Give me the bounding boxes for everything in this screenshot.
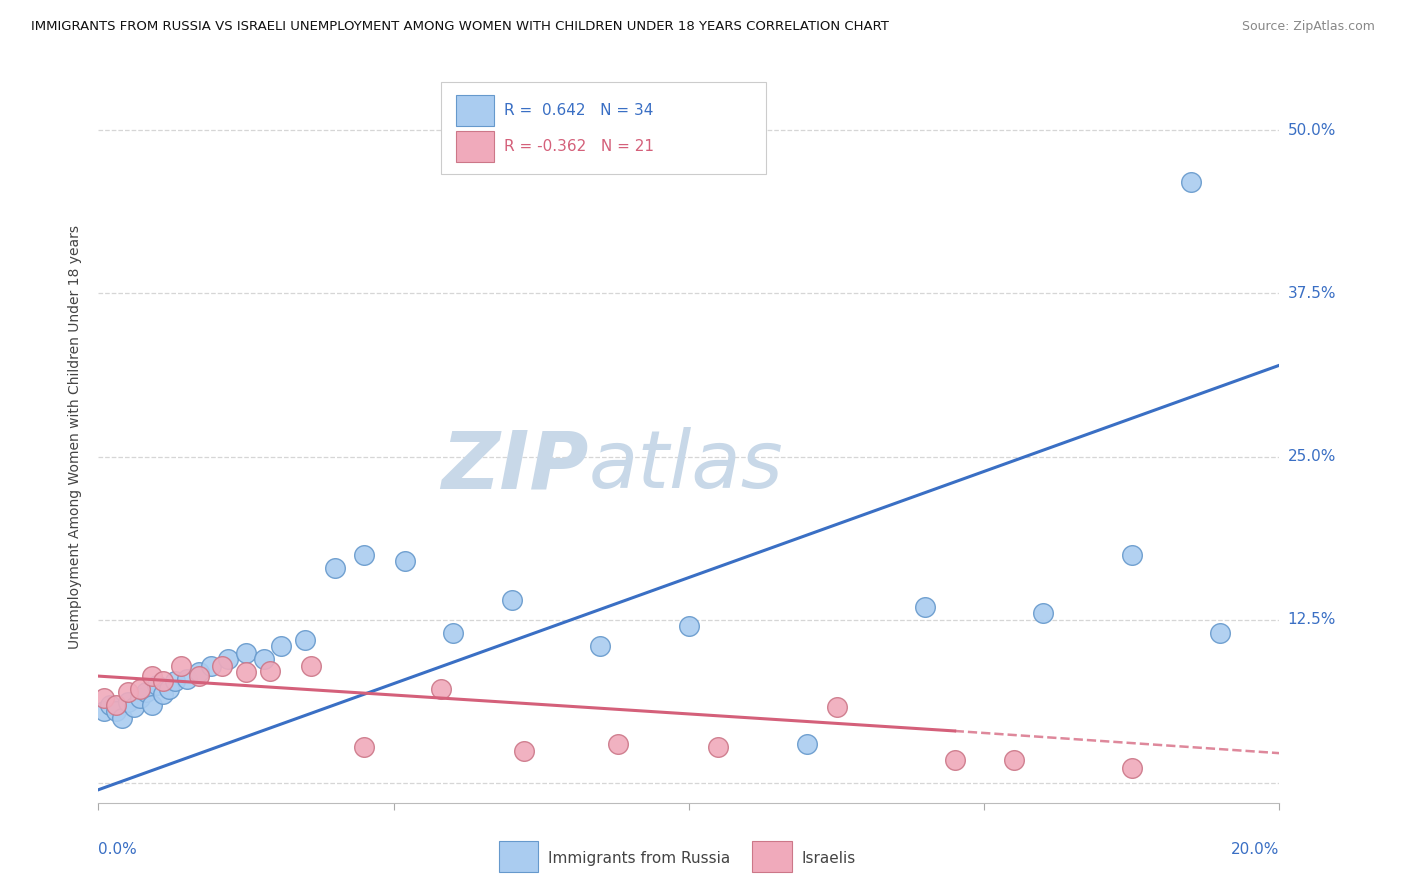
FancyBboxPatch shape (441, 82, 766, 174)
Point (678, 619, 700, 633)
Point (117, 685, 139, 699)
Point (1209, 626, 1232, 640)
Point (152, 674, 174, 689)
Point (141, 669, 163, 683)
Point (914, 599, 936, 614)
Point (122, 700, 145, 714)
Text: Israelis: Israelis (801, 851, 856, 865)
Point (111, 711, 134, 725)
Point (353, 739, 375, 754)
Text: atlas: atlas (589, 427, 783, 506)
Point (217, 652, 239, 666)
Point (93, 705, 115, 719)
Y-axis label: Unemployment Among Women with Children Under 18 years: Unemployment Among Women with Children U… (69, 225, 83, 649)
Point (394, 554, 416, 568)
Text: Source: ZipAtlas.com: Source: ZipAtlas.com (1241, 20, 1375, 33)
Text: 20.0%: 20.0% (1232, 842, 1279, 856)
Point (259, 664, 281, 678)
Text: 0.0%: 0.0% (98, 842, 138, 856)
Point (1180, 175, 1202, 189)
Text: R =  0.642   N = 34: R = 0.642 N = 34 (503, 103, 652, 119)
Point (323, 560, 346, 574)
Text: 12.5%: 12.5% (1288, 613, 1336, 627)
Point (294, 632, 316, 647)
Point (1121, 548, 1143, 562)
Point (157, 682, 180, 697)
Point (146, 678, 169, 692)
Point (105, 698, 128, 712)
Point (707, 739, 730, 754)
Point (187, 665, 209, 680)
Text: 50.0%: 50.0% (1288, 122, 1336, 137)
Point (128, 682, 150, 697)
Point (200, 658, 222, 673)
Point (98, 698, 121, 712)
Point (512, 743, 534, 757)
Bar (457, 95, 494, 126)
Point (187, 669, 209, 683)
Point (211, 658, 233, 673)
Point (117, 695, 139, 709)
Point (1032, 607, 1054, 621)
Point (170, 658, 193, 673)
Point (135, 685, 157, 699)
Point (1121, 760, 1143, 774)
Point (1002, 753, 1025, 767)
Text: 37.5%: 37.5% (1288, 286, 1336, 301)
Point (176, 672, 198, 686)
Point (430, 682, 453, 697)
Point (353, 548, 375, 562)
Point (235, 646, 257, 660)
Point (128, 691, 150, 706)
Bar (457, 131, 494, 162)
Text: R = -0.362   N = 21: R = -0.362 N = 21 (503, 139, 654, 154)
Point (93, 691, 115, 706)
Point (796, 737, 818, 751)
Point (270, 639, 292, 653)
Point (165, 674, 187, 689)
Point (235, 665, 257, 680)
Point (152, 687, 174, 701)
Point (825, 700, 848, 714)
Point (943, 753, 966, 767)
Text: Immigrants from Russia: Immigrants from Russia (548, 851, 731, 865)
Point (589, 639, 612, 653)
Text: 25.0%: 25.0% (1288, 450, 1336, 464)
Point (607, 737, 630, 751)
Point (253, 652, 276, 666)
Text: ZIP: ZIP (441, 427, 589, 506)
Point (501, 593, 523, 607)
Point (441, 626, 464, 640)
Text: IMMIGRANTS FROM RUSSIA VS ISRAELI UNEMPLOYMENT AMONG WOMEN WITH CHILDREN UNDER 1: IMMIGRANTS FROM RUSSIA VS ISRAELI UNEMPL… (31, 20, 889, 33)
Point (299, 658, 322, 673)
Point (141, 698, 163, 712)
Point (105, 705, 128, 719)
